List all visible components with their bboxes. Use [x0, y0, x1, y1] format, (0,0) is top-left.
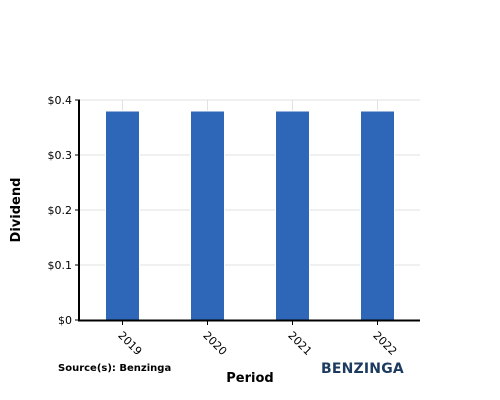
bar-2020 [190, 110, 225, 321]
x-tick-label: 2019 [115, 329, 144, 358]
y-tick-label: $0.3 [48, 149, 73, 162]
x-tick-label: 2021 [285, 329, 314, 358]
bar-2019 [105, 110, 140, 321]
bar-2021 [275, 110, 310, 321]
x-axis-title: Period [226, 371, 273, 386]
y-tick-label: $0.1 [48, 259, 73, 272]
x-tick-label: 2022 [370, 329, 399, 358]
y-tick-label: $0.4 [48, 94, 73, 107]
y-ticks: $0 $0.1 $0.2 $0.3 $0.4 [48, 94, 80, 327]
bar-2022 [360, 110, 395, 321]
y-axis-title: Dividend [9, 178, 24, 243]
y-tick-label: $0.2 [48, 204, 73, 217]
y-tick-label: $0 [58, 314, 72, 327]
x-ticks: 2019 2020 2021 2022 [115, 320, 399, 358]
source-note: Source(s): Benzinga [58, 363, 172, 374]
benzinga-logo: BENZINGA [321, 361, 404, 377]
x-tick-label: 2020 [200, 329, 229, 358]
bars [105, 110, 395, 321]
